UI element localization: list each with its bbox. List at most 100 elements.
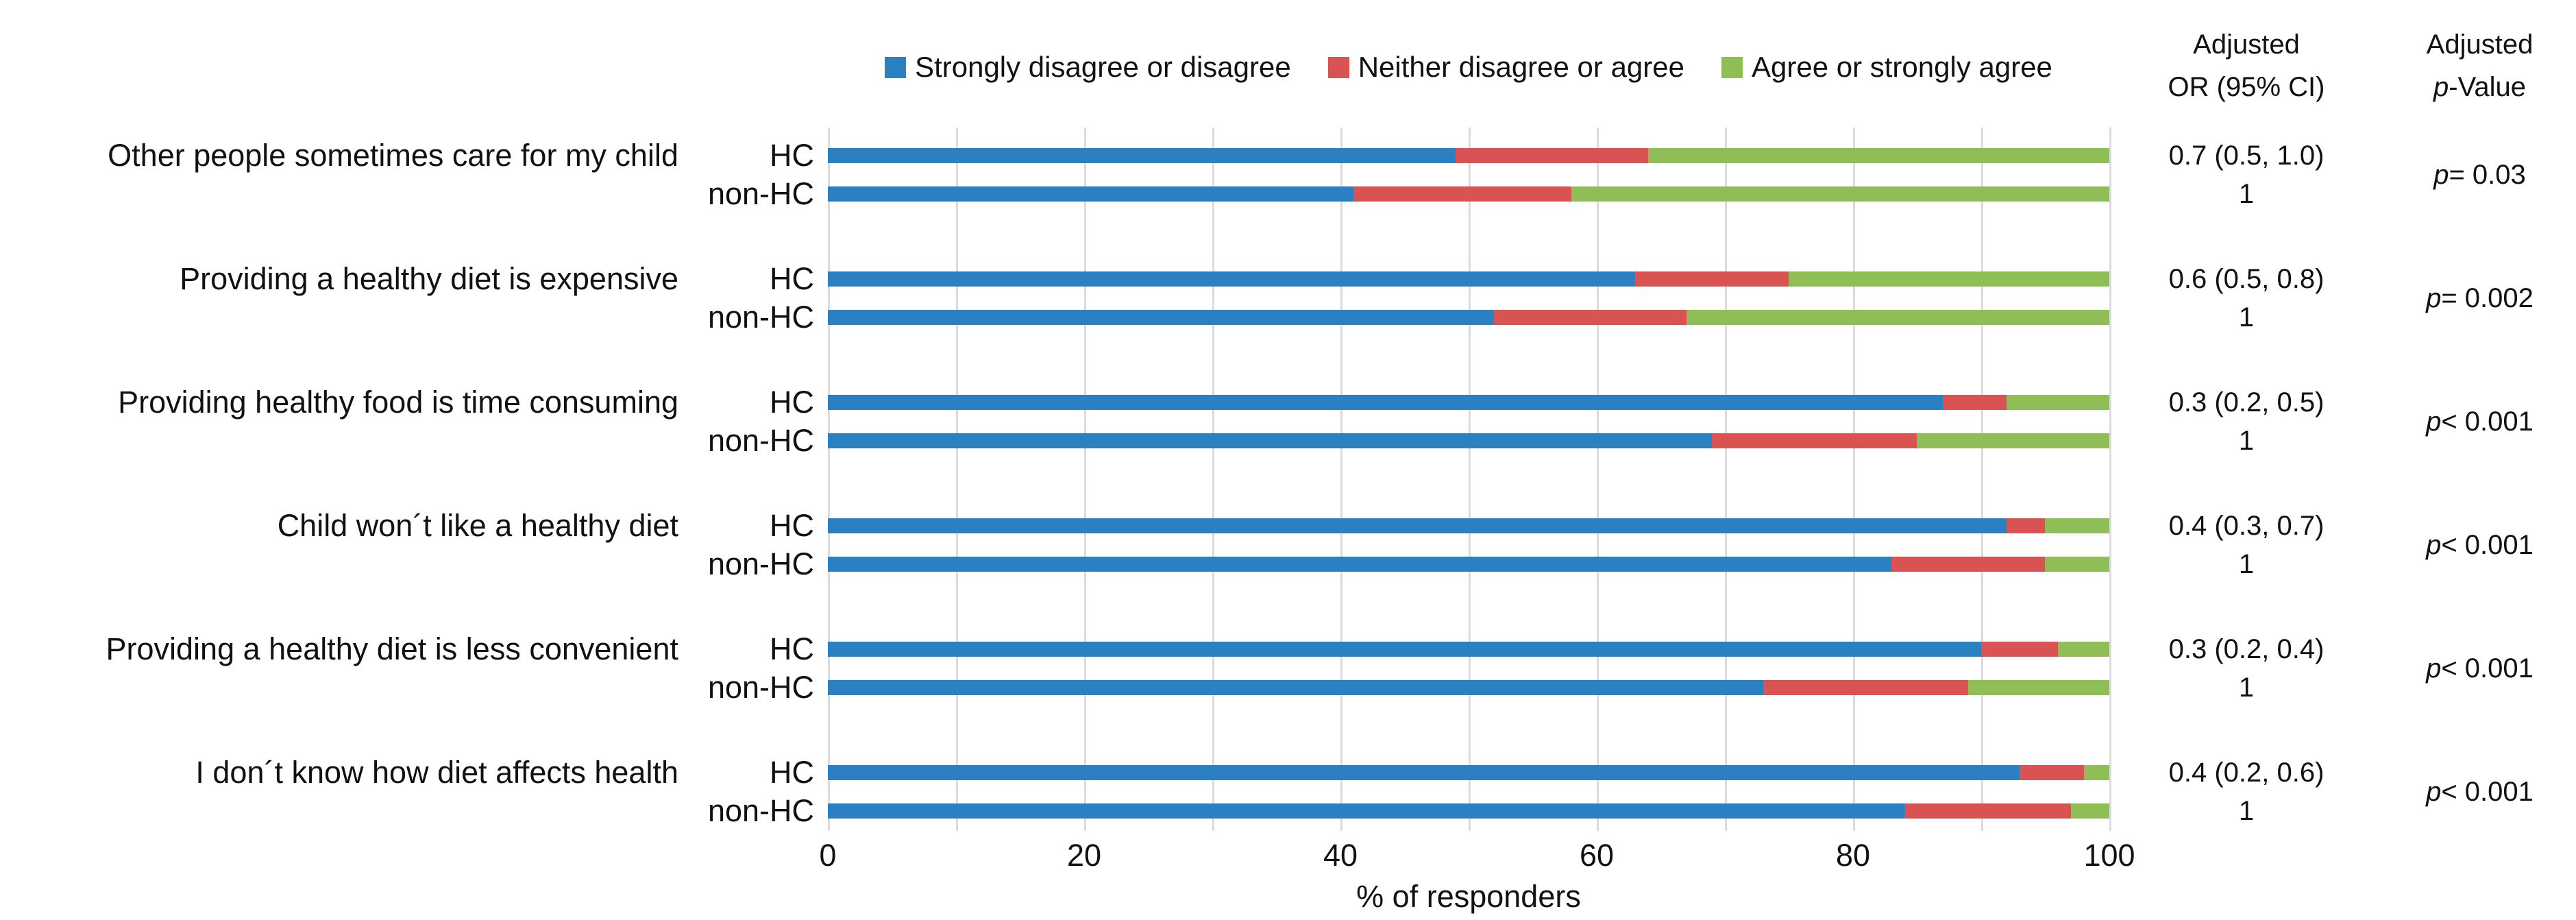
legend-item-agree: Agree or strongly agree [1721,51,2052,84]
chart-group: Other people sometimes care for my child… [0,138,2576,211]
bar-segment-disagree [828,186,1353,202]
p-value: p < 0.001 [2426,776,2534,807]
stacked-bar-non-hc [828,433,2109,448]
or-value-hc: 0.4 (0.3, 0.7) [2168,510,2324,541]
bar-segment-neither [1904,803,2071,819]
chart-header: Strongly disagree or disagree Neither di… [0,0,2576,128]
bar-segment-agree [1968,680,2109,695]
bar-segment-disagree [828,433,1713,448]
x-tick-20: 20 [1066,838,1102,873]
legend-label-agree: Agree or strongly agree [1752,51,2052,83]
or-value-hc: 0.3 (0.2, 0.4) [2168,633,2324,664]
legend-swatch-neither-icon [1327,56,1349,78]
bar-segment-neither [1981,642,2059,657]
p-value: p = 0.03 [2433,159,2526,190]
bar-segment-neither [1353,186,1571,202]
or-value-reference: 1 [2238,425,2255,456]
row-label-non-hc: non-HC [707,176,814,211]
bar-segment-disagree [828,642,1981,657]
bar-segment-neither [1456,148,1648,163]
bar-segment-disagree [828,395,1943,410]
x-tick-60: 60 [1579,838,1615,873]
row-label-hc: HC [770,385,814,420]
stacked-bar-non-hc [828,803,2109,819]
bar-segment-neither [1712,433,1917,448]
bar-segment-neither [1494,310,1686,325]
row-label-non-hc: non-HC [707,546,814,581]
or-value-reference: 1 [2238,548,2255,579]
question-label: Other people sometimes care for my child [108,138,678,173]
p-value: p < 0.001 [2426,653,2534,683]
row-label-hc: HC [770,755,814,790]
stacked-bar-non-hc [828,310,2109,325]
legend-label-neither: Neither disagree or agree [1358,51,1684,83]
p-value: p = 0.002 [2426,282,2534,313]
stacked-bar-hc [828,518,2109,533]
bar-segment-agree [2045,518,2109,533]
stacked-bar-hc [828,765,2109,780]
bar-segment-agree [2007,395,2109,410]
bar-segment-neither [1891,557,2046,572]
or-value-hc: 0.7 (0.5, 1.0) [2168,140,2324,171]
row-label-non-hc: non-HC [707,670,814,705]
bar-segment-disagree [828,680,1764,695]
stacked-bar-hc [828,395,2109,410]
stacked-bar-non-hc [828,186,2109,202]
question-label: I don´t know how diet affects health [195,755,678,790]
or-value-reference: 1 [2238,302,2255,332]
chart-group: Child won´t like a healthy diet HC 0.4 (… [0,508,2576,581]
plot-area: Other people sometimes care for my child… [0,128,2576,831]
legend: Strongly disagree or disagree Neither di… [828,51,2109,84]
bar-segment-neither [2007,518,2046,533]
legend-swatch-disagree-icon [885,56,907,78]
stacked-bar-hc [828,271,2109,287]
chart-group: I don´t know how diet affects health HC … [0,755,2576,828]
row-label-non-hc: non-HC [707,300,814,335]
p-header-line2: p-Value [2433,72,2526,102]
bar-segment-agree [1686,310,2109,325]
bar-segment-disagree [828,310,1495,325]
stacked-bar-non-hc [828,557,2109,572]
x-tick-0: 0 [819,838,837,873]
question-label: Child won´t like a healthy diet [277,508,678,543]
bar-segment-agree [1571,186,2109,202]
stacked-bar-non-hc [828,680,2109,695]
or-value-reference: 1 [2238,672,2255,703]
p-value: p < 0.001 [2426,529,2534,560]
bar-segment-disagree [828,803,1904,819]
x-tick-40: 40 [1323,838,1358,873]
question-label: Providing a healthy diet is expensive [180,261,678,296]
stacked-bar-hc [828,642,2109,657]
bar-segment-neither [1763,680,1969,695]
or-value-hc: 0.3 (0.2, 0.5) [2168,387,2324,417]
row-label-non-hc: non-HC [707,793,814,828]
x-axis: 0 20 40 60 80 100 [0,831,2576,875]
stacked-bar-hc [828,148,2109,163]
bar-segment-disagree [828,148,1456,163]
legend-label-disagree: Strongly disagree or disagree [915,51,1291,83]
bar-segment-agree [2070,803,2109,819]
p-column-header: Adjusted p-Value [2383,23,2576,108]
chart-group: Providing a healthy diet is expensive HC… [0,261,2576,335]
x-axis-tick-strip: 0 20 40 60 80 100 [819,831,2135,875]
x-axis-title-row: % of responders [0,875,2576,920]
chart-group: Providing healthy food is time consuming… [0,385,2576,458]
gridlines [828,128,2111,831]
x-tick-100: 100 [2083,838,2135,873]
p-value: p < 0.001 [2426,406,2534,437]
bar-segment-agree [1647,148,2109,163]
or-header-line2: OR (95% CI) [2168,72,2325,102]
question-label: Providing a healthy diet is less conveni… [106,631,679,666]
legend-item-neither: Neither disagree or agree [1327,51,1684,84]
row-label-hc: HC [770,261,814,296]
p-header-line1: Adjusted [2426,29,2534,60]
bar-segment-disagree [828,518,2007,533]
bar-segment-agree [2045,557,2109,572]
or-value-reference: 1 [2238,178,2255,209]
bar-segment-disagree [828,271,1636,287]
bar-segment-agree [1789,271,2109,287]
or-value-hc: 0.6 (0.5, 0.8) [2168,263,2324,294]
legend-swatch-agree-icon [1721,56,1743,78]
row-label-hc: HC [770,508,814,543]
